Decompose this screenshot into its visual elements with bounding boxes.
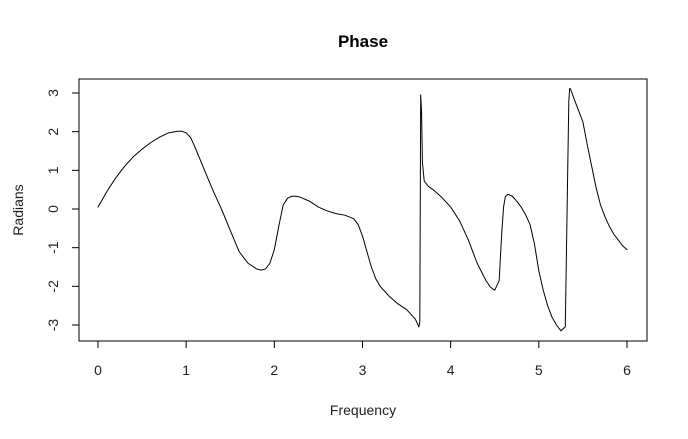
y-tick-label: 0 (45, 205, 61, 213)
y-tick-label: 1 (45, 166, 61, 174)
y-tick-label: 3 (45, 89, 61, 97)
x-tick-label: 2 (270, 362, 278, 378)
chart-title: Phase (338, 32, 388, 51)
x-tick-label: 6 (623, 362, 631, 378)
y-axis-label: Radians (10, 184, 26, 235)
x-axis-label: Frequency (330, 402, 396, 418)
x-tick-label: 0 (94, 362, 102, 378)
y-tick-label: -1 (45, 241, 61, 254)
y-tick-label: 2 (45, 128, 61, 136)
x-tick-label: 3 (359, 362, 367, 378)
plot-frame (78, 78, 648, 342)
y-tick-label: -2 (45, 280, 61, 293)
x-tick-label: 1 (182, 362, 190, 378)
series-line-phase (97, 87, 628, 332)
x-tick-label: 5 (535, 362, 543, 378)
y-axis: -3 -2 -1 0 1 2 3 (45, 89, 80, 332)
x-tick-label: 4 (447, 362, 455, 378)
y-tick-label: -3 (45, 319, 61, 332)
x-axis: 0 1 2 3 4 5 6 (94, 340, 631, 378)
